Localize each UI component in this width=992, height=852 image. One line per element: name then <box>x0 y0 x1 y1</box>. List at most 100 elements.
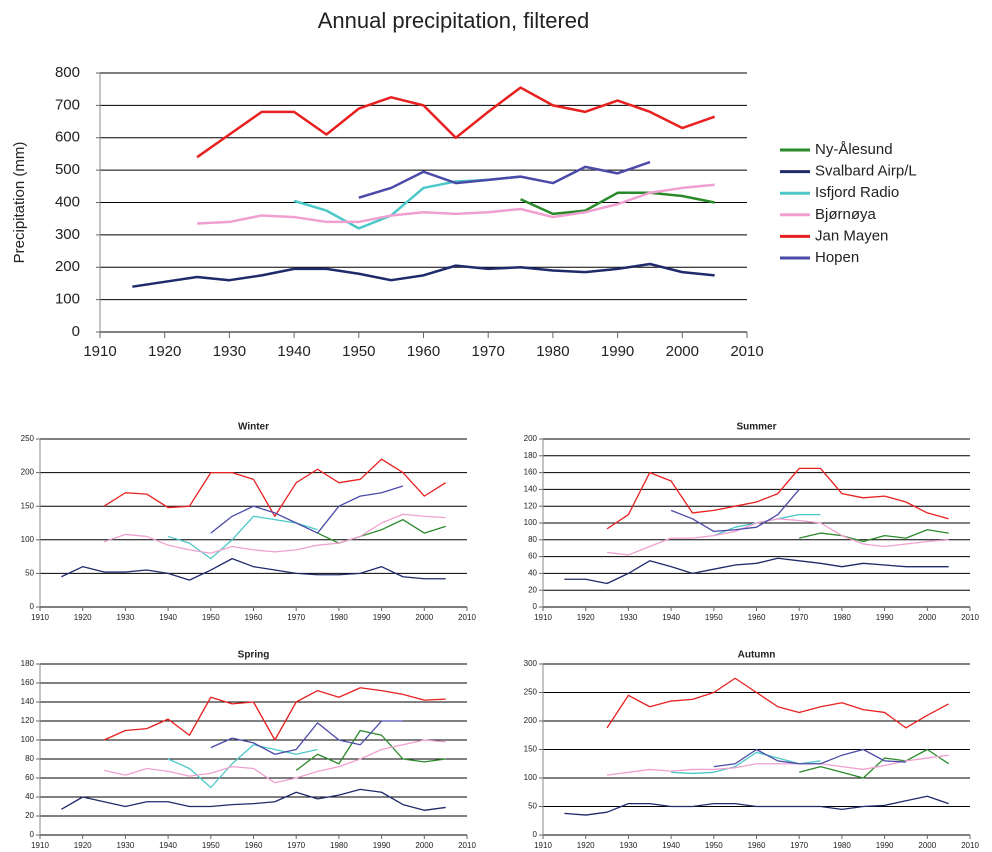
y-tick-label: 300 <box>524 659 538 668</box>
x-tick-label: 1950 <box>705 613 723 622</box>
x-tick-label: 1970 <box>472 343 505 360</box>
series-line <box>167 744 318 789</box>
chart-title: Summer <box>736 422 776 433</box>
x-tick-label: 1990 <box>876 841 894 850</box>
series-line <box>61 557 446 581</box>
x-tick-label: 2010 <box>961 841 979 850</box>
y-tick-label: 500 <box>55 161 80 178</box>
x-tick-label: 1930 <box>620 841 638 850</box>
series-line <box>564 795 949 816</box>
legend-label: Bjørnøya <box>815 206 877 223</box>
y-tick-label: 800 <box>55 64 80 81</box>
y-tick-label: 60 <box>528 552 537 561</box>
y-tick-label: 150 <box>21 501 35 510</box>
x-tick-label: 1910 <box>534 841 552 850</box>
x-tick-label: 2000 <box>918 841 936 850</box>
x-tick-label: 1940 <box>662 841 680 850</box>
series-line <box>670 488 800 533</box>
x-tick-label: 1990 <box>373 841 391 850</box>
x-tick-label: 1990 <box>601 343 634 360</box>
y-tick-label: 250 <box>524 688 538 697</box>
series-line <box>295 729 446 771</box>
series-line <box>167 515 318 560</box>
series-line <box>606 754 949 776</box>
x-tick-label: 1960 <box>245 841 263 850</box>
x-tick-label: 1920 <box>148 343 181 360</box>
x-tick-label: 1930 <box>117 841 135 850</box>
series-line <box>132 262 715 288</box>
x-tick-label: 1940 <box>159 841 177 850</box>
y-tick-label: 40 <box>528 569 537 578</box>
y-axis-label: Precipitation (mm) <box>11 142 28 264</box>
y-tick-label: 20 <box>25 811 34 820</box>
x-tick-label: 1950 <box>342 343 375 360</box>
y-tick-label: 180 <box>21 659 35 668</box>
y-tick-label: 700 <box>55 96 80 113</box>
x-tick-label: 2000 <box>415 613 433 622</box>
y-tick-label: 50 <box>25 569 34 578</box>
x-tick-label: 1950 <box>202 613 220 622</box>
y-tick-label: 300 <box>55 226 80 243</box>
y-tick-label: 200 <box>524 716 538 725</box>
x-tick-label: 1940 <box>277 343 310 360</box>
series-line <box>671 751 821 775</box>
y-tick-label: 0 <box>30 602 35 611</box>
x-tick-label: 1950 <box>202 841 220 850</box>
x-tick-label: 1920 <box>577 841 595 850</box>
x-tick-label: 1930 <box>117 613 135 622</box>
y-tick-label: 140 <box>21 697 35 706</box>
legend-label: Hopen <box>815 249 859 266</box>
x-tick-label: 1940 <box>662 613 680 622</box>
y-tick-label: 20 <box>528 585 537 594</box>
legend-label: Svalbard Airp/L <box>815 163 917 180</box>
x-tick-label: 1970 <box>790 841 808 850</box>
y-tick-label: 120 <box>21 716 35 725</box>
x-tick-label: 2010 <box>458 613 476 622</box>
y-tick-label: 100 <box>21 735 35 744</box>
y-tick-label: 100 <box>524 773 538 782</box>
x-tick-label: 1960 <box>748 841 766 850</box>
x-tick-label: 1950 <box>705 841 723 850</box>
y-tick-label: 200 <box>524 434 538 443</box>
x-tick-label: 1930 <box>620 613 638 622</box>
y-tick-label: 40 <box>25 792 34 801</box>
chart-title: Autumn <box>738 650 776 661</box>
y-tick-label: 140 <box>524 485 538 494</box>
y-tick-label: 150 <box>524 745 538 754</box>
x-tick-label: 1980 <box>536 343 569 360</box>
y-tick-label: 80 <box>25 754 34 763</box>
y-tick-label: 0 <box>30 830 35 839</box>
y-tick-label: 160 <box>21 678 35 687</box>
y-tick-label: 100 <box>21 535 35 544</box>
x-tick-label: 1960 <box>748 613 766 622</box>
x-tick-label: 1910 <box>534 613 552 622</box>
y-tick-label: 200 <box>21 468 35 477</box>
x-tick-label: 1940 <box>159 613 177 622</box>
y-tick-label: 60 <box>25 773 34 782</box>
series-line <box>358 160 651 199</box>
x-tick-label: 2000 <box>918 613 936 622</box>
x-tick-label: 1980 <box>330 613 348 622</box>
x-tick-label: 2000 <box>666 343 699 360</box>
y-tick-label: 400 <box>55 193 80 210</box>
x-tick-label: 1920 <box>74 841 92 850</box>
y-tick-label: 120 <box>524 501 538 510</box>
x-tick-label: 1960 <box>407 343 440 360</box>
series-line <box>606 467 949 530</box>
y-tick-label: 50 <box>528 802 537 811</box>
y-tick-label: 0 <box>533 830 538 839</box>
x-tick-label: 1920 <box>74 613 92 622</box>
y-tick-label: 80 <box>528 535 537 544</box>
y-tick-label: 250 <box>21 434 35 443</box>
x-tick-label: 1990 <box>876 613 894 622</box>
x-tick-label: 1910 <box>31 841 49 850</box>
series-line <box>210 485 404 534</box>
series-line <box>210 720 403 755</box>
chart-title: Spring <box>238 650 270 661</box>
series-line <box>103 687 446 741</box>
series-line <box>799 529 949 543</box>
series-line <box>564 557 949 585</box>
series-line <box>103 513 446 554</box>
series-line <box>606 677 949 729</box>
